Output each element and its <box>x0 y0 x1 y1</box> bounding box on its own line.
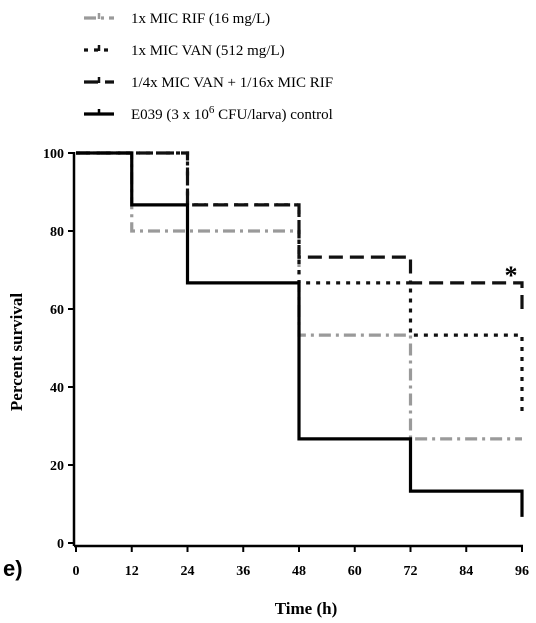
x-axis-title: Time (h) <box>275 599 338 618</box>
legend-label-1: 1x MIC RIF (16 mg/L) <box>131 11 270 27</box>
x-tick-label: 24 <box>181 564 195 579</box>
x-tick-label: 48 <box>292 564 306 579</box>
y-axis-title: Percent survival <box>7 293 26 411</box>
legend: 1x MIC RIF (16 mg/L) 1x MIC VAN (512 mg/L… <box>84 11 333 123</box>
legend-label-4: E039 (3 x 106 CFU/larva) control <box>131 104 333 123</box>
y-tick-label: 40 <box>50 381 64 396</box>
x-tick-label: 96 <box>515 564 529 579</box>
y-tick-label: 60 <box>50 303 64 318</box>
legend-label-3: 1/4x MIC VAN + 1/16x MIC RIF <box>131 75 333 91</box>
x-tick-label: 12 <box>125 564 139 579</box>
legend-label-2: 1x MIC VAN (512 mg/L) <box>131 43 285 59</box>
y-tick-label: 80 <box>50 225 64 240</box>
y-tick-label: 20 <box>50 459 64 474</box>
y-tick-label: 100 <box>43 147 64 162</box>
y-tick-label: 0 <box>57 537 64 552</box>
x-tick-label: 84 <box>459 564 473 579</box>
x-tick-label: 0 <box>73 564 80 579</box>
ticks: 0 12 24 36 48 60 72 84 96 0 20 40 60 80 100 <box>43 147 529 579</box>
significance-annotation: * <box>505 261 518 290</box>
series-line-3 <box>76 151 524 309</box>
x-tick-label: 60 <box>348 564 362 579</box>
x-tick-label: 36 <box>236 564 250 579</box>
series-line-4 <box>76 151 524 517</box>
panel-label: e) <box>3 556 23 581</box>
x-tick-label: 72 <box>404 564 418 579</box>
series-layer <box>76 151 524 517</box>
